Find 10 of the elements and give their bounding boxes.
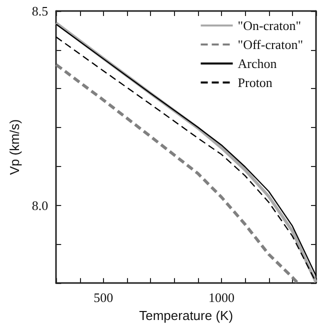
y-axis-title: Vp (km/s) xyxy=(7,119,22,175)
legend-label: "On-craton" xyxy=(238,18,302,33)
legend-label: "Off-craton" xyxy=(238,37,304,52)
y-tick-label: 8.0 xyxy=(32,198,48,213)
x-tick-label: 1000 xyxy=(208,290,235,306)
x-axis-title: Temperature (K) xyxy=(139,308,234,323)
y-tick-label: 8.5 xyxy=(32,4,48,18)
legend-label: Archon xyxy=(238,56,278,71)
legend-label: Proton xyxy=(238,75,273,90)
x-tick-label: 500 xyxy=(94,290,114,306)
